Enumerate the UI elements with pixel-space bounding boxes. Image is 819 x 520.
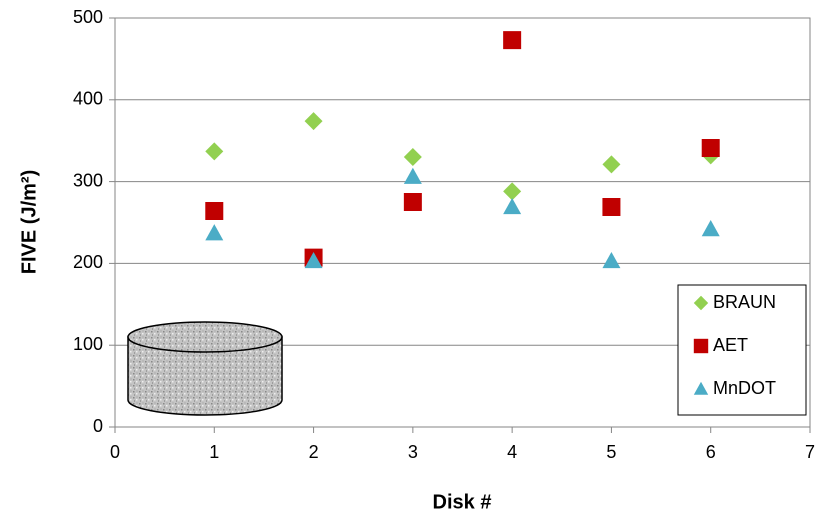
x-tick-label: 0	[110, 442, 120, 462]
y-axis-title: FIVE (J/m²)	[18, 170, 40, 274]
y-tick-label: 500	[73, 7, 103, 27]
cylinder-illustration	[128, 322, 282, 415]
x-tick-label: 6	[706, 442, 716, 462]
point	[503, 31, 521, 49]
point	[503, 198, 521, 214]
point	[404, 148, 422, 166]
y-tick-label: 200	[73, 252, 103, 272]
point	[305, 112, 323, 130]
y-tick-label: 100	[73, 334, 103, 354]
point	[205, 202, 223, 220]
point	[404, 193, 422, 211]
point	[702, 139, 720, 157]
legend-label: MnDOT	[713, 378, 776, 398]
legend-label: AET	[713, 335, 748, 355]
point	[602, 198, 620, 216]
y-tick-label: 300	[73, 170, 103, 190]
point	[602, 155, 620, 173]
x-tick-label: 3	[408, 442, 418, 462]
point	[602, 252, 620, 268]
point	[503, 182, 521, 200]
point	[702, 220, 720, 236]
chart: Disk # FIVE (J/m²) 0 100 200 300 400 500 0 1 2 3 4…	[0, 0, 819, 520]
x-tick-label: 7	[805, 442, 815, 462]
legend-marker	[694, 339, 708, 353]
legend-label: BRAUN	[713, 292, 776, 312]
y-tick-label: 0	[93, 416, 103, 436]
x-axis-title: Disk #	[433, 491, 492, 513]
page: Disk # FIVE (J/m²) 0 100 200 300 400 500 0 1 2 3 4…	[0, 0, 819, 520]
point	[404, 168, 422, 184]
y-tick-label: 400	[73, 89, 103, 109]
x-tick-label: 2	[309, 442, 319, 462]
x-tick-label: 4	[507, 442, 517, 462]
x-tick-label: 1	[209, 442, 219, 462]
point	[205, 224, 223, 240]
x-tick-label: 5	[606, 442, 616, 462]
point	[205, 142, 223, 160]
